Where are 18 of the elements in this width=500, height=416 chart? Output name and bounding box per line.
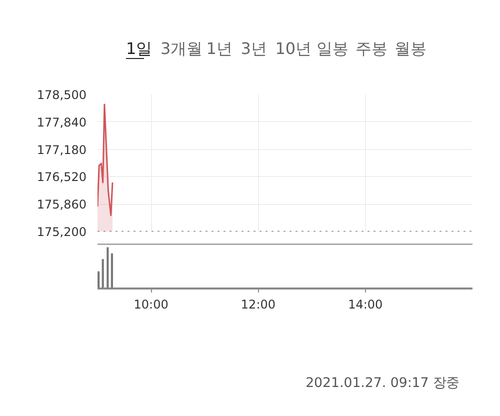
y-tick-label: 177,180	[36, 142, 86, 157]
text: 일봉	[316, 39, 348, 58]
text: 3년	[240, 39, 267, 58]
text: 주봉	[356, 39, 388, 58]
y-tick-label: 175,860	[36, 198, 86, 212]
text: 1년	[206, 39, 232, 58]
text: 1일	[126, 39, 152, 58]
y-tick-label: 175,200	[36, 225, 86, 239]
x-tick-label: 14:00	[348, 298, 383, 312]
text: 10년	[275, 39, 312, 58]
x-tick-label: 12:00	[240, 298, 276, 312]
y-tick-label: 177,840	[36, 115, 86, 130]
y-tick-label: 178,500	[36, 88, 86, 102]
y-tick-label: 176,520	[36, 170, 86, 184]
text: 3개월	[160, 39, 203, 58]
text: 월봉	[394, 39, 426, 58]
x-tick-label: 10:00	[134, 298, 168, 312]
text: 2021.01.27. 09:17 장중	[306, 376, 460, 391]
